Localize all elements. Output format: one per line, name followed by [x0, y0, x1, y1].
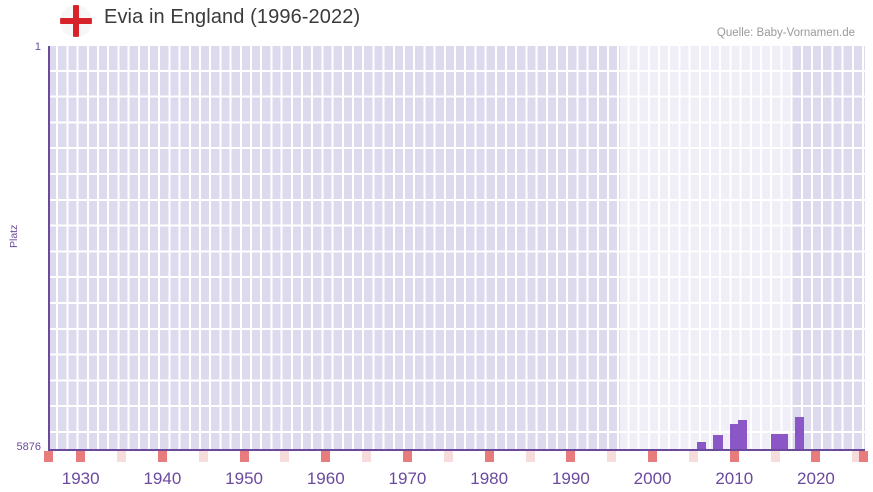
- x-tick-minor-2005: [688, 451, 698, 462]
- x-axis-label-1960: 1960: [306, 469, 345, 488]
- x-tick-minor-1945: [198, 451, 208, 462]
- x-tick-major-2000: [648, 451, 658, 462]
- x-tick-major-1970: [402, 451, 412, 462]
- bar-2015: [770, 434, 780, 449]
- y-axis-tick-top: 1: [34, 41, 41, 53]
- x-axis-label-1940: 1940: [143, 469, 182, 488]
- y-axis-line: [48, 46, 50, 449]
- bar-2008: [713, 435, 723, 449]
- x-tick-edge-right: [859, 451, 868, 462]
- x-tick-minor-2025: [852, 451, 862, 462]
- x-tick-edge-left: [44, 451, 53, 462]
- x-tick-major-1930: [76, 451, 86, 462]
- x-axis-label-1930: 1930: [61, 469, 100, 488]
- x-axis-label-2000: 2000: [633, 469, 672, 488]
- x-tick-minor-1965: [362, 451, 372, 462]
- page-title: Evia in England (1996-2022): [104, 6, 361, 28]
- plot-area: 1930 1940 1950 1960 1970 1980 1990 2000 2010 2020: [44, 46, 868, 488]
- source-label: Quelle: Baby-Vornamen.de: [716, 27, 855, 39]
- x-tick-minor-1975: [443, 451, 453, 462]
- x-tick-minor-1935: [117, 451, 127, 462]
- bar-2018: [795, 417, 805, 449]
- y-axis-tick-bottom: 5876: [16, 441, 41, 453]
- x-tick-major-2010: [729, 451, 739, 462]
- x-axis-line: [48, 449, 865, 451]
- x-tick-minor-1955: [280, 451, 290, 462]
- bar-2010: [729, 424, 739, 449]
- flag-cross-horizontal: [60, 18, 92, 24]
- bar-2011: [737, 420, 748, 449]
- x-tick-major-1960: [321, 451, 331, 462]
- x-axis-label-2010: 2010: [715, 469, 754, 488]
- x-axis-label-1970: 1970: [388, 469, 427, 488]
- x-tick-major-1980: [484, 451, 494, 462]
- x-axis-ticks: 1930 1940 1950 1960 1970 1980 1990 2000 2010 2020: [44, 451, 868, 488]
- x-tick-minor-1985: [525, 451, 535, 462]
- bar-series: [48, 46, 865, 449]
- x-tick-minor-2015: [770, 451, 780, 462]
- bar-2006: [697, 442, 707, 449]
- bar-2016: [778, 434, 788, 449]
- x-tick-major-1990: [566, 451, 576, 462]
- x-tick-major-1940: [157, 451, 167, 462]
- x-axis-label-1950: 1950: [225, 469, 263, 488]
- x-tick-major-2020: [811, 451, 821, 462]
- x-tick-minor-1995: [607, 451, 617, 462]
- y-axis-title: Platz: [8, 224, 20, 248]
- chart-header: Evia in England (1996-2022) Quelle: Baby…: [0, 0, 873, 42]
- x-tick-major-1950: [239, 451, 249, 462]
- x-axis-label-2020: 2020: [797, 469, 835, 488]
- x-axis-label-1990: 1990: [551, 469, 590, 488]
- england-flag-icon: [60, 5, 92, 37]
- x-axis-label-1980: 1980: [470, 469, 509, 488]
